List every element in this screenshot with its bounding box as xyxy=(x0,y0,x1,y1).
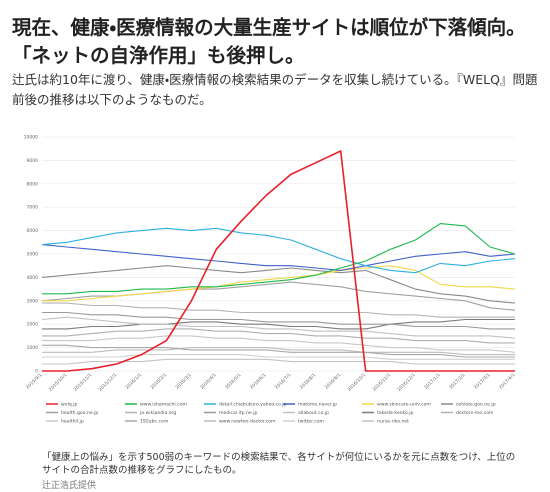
y-tick-label: 7000 xyxy=(27,205,39,211)
legend-label: nurse-riko.net xyxy=(377,419,409,425)
x-tick-label: 2016/1/1 xyxy=(124,372,143,391)
legend-label: allabout.co.jp xyxy=(298,410,329,416)
x-tick-label: 2016/3/1 xyxy=(174,372,193,391)
legend-label: www.newton-doctor.com xyxy=(219,419,276,425)
y-tick-label: 6000 xyxy=(27,228,39,234)
x-tick-label: 2016/7/1 xyxy=(274,372,293,391)
legend-label: www.skincare-univ.com xyxy=(377,402,431,408)
x-tick-label: 2016/12/1 xyxy=(396,372,417,393)
x-tick-label: 2016/2/1 xyxy=(149,372,168,391)
caption: 「健康上の悩み」を示す500弱のキーワードの検索結果で、各サイトが何位にいるかを… xyxy=(42,452,516,476)
x-tick-label: 2016/4/1 xyxy=(199,372,218,391)
series-line xyxy=(42,311,515,330)
paragraph: 辻氏は約10年に渡り、健康・医療情報の検索結果のデータを収集し続けている。『WE… xyxy=(12,72,538,107)
legend-label: healthil.jp xyxy=(61,419,84,425)
x-tick-label: 2017/2/1 xyxy=(448,372,467,391)
y-tick-label: 0 xyxy=(35,369,38,375)
y-tick-label: 10000 xyxy=(24,135,38,141)
series-line xyxy=(42,335,516,353)
legend-label: health.goo.ne.jp xyxy=(61,410,98,416)
x-tick-label: 2015/9/1 xyxy=(25,372,44,391)
x-tick-label: 2016/9/1 xyxy=(324,372,343,391)
legend-label: www.ishamachi.com xyxy=(140,402,188,408)
series-line xyxy=(42,318,515,330)
x-tick-label: 2017/1/1 xyxy=(423,372,442,391)
y-tick-label: 9000 xyxy=(27,158,39,164)
x-tick-label: 2015/12/1 xyxy=(98,372,119,393)
x-tick-label: 2017/4/1 xyxy=(498,372,517,391)
x-tick-label: 2017/3/1 xyxy=(473,372,492,391)
series-line xyxy=(42,354,515,360)
legend-label: 192abc.com xyxy=(140,419,169,425)
legend-label: welq.jp xyxy=(61,402,78,408)
legend-label: doctors-me.com xyxy=(456,410,494,416)
legend-label: oshiete.goo.ne.jp xyxy=(456,402,496,408)
y-tick-label: 2000 xyxy=(27,322,39,328)
series-line xyxy=(42,344,515,358)
series-line xyxy=(41,316,516,339)
y-tick-label: 1000 xyxy=(27,345,39,351)
series-line xyxy=(42,358,515,365)
series-line xyxy=(42,328,515,344)
legend-label: matome.naver.jp xyxy=(298,402,337,408)
series-line xyxy=(42,150,515,372)
y-tick-label: 4000 xyxy=(27,275,39,281)
legend-label: medical.itp.ne.jp xyxy=(219,410,257,416)
y-tick-label: 3000 xyxy=(27,298,39,304)
series-line xyxy=(42,302,515,318)
chart: 0 1000 2000 3000 4000 5000 6000 7000 8000 9000 100… xyxy=(24,135,517,425)
x-tick-label: 2015/10/1 xyxy=(48,372,69,393)
series-line xyxy=(42,347,515,356)
series-line xyxy=(41,265,516,304)
x-tick-label: 2016/11/1 xyxy=(371,372,392,393)
x-tick-label: 2016/5/1 xyxy=(224,372,243,391)
series-line xyxy=(41,244,516,271)
x-tick-label: 2016/8/1 xyxy=(299,372,318,391)
series-line xyxy=(41,227,516,274)
y-tick-label: 5000 xyxy=(27,252,39,258)
legend-label: twitter.com xyxy=(298,419,325,425)
legend-label: takeda-kenko.jp xyxy=(377,410,414,416)
series-line xyxy=(42,265,516,302)
headline: 現在、健康・医療情報の大量生産サイトは順位が下落傾向。「ネットの自浄作用」も後押… xyxy=(12,16,526,67)
legend-label: detail.chiebukuro.yahoo.co.jp xyxy=(219,402,287,408)
legend-label: ja.wikipedia.org xyxy=(139,410,176,416)
credit: 辻正浩氏提供 xyxy=(42,481,97,491)
x-tick-label: 2015/11/1 xyxy=(73,372,94,393)
x-tick-label: 2016/6/1 xyxy=(249,372,268,391)
x-tick-label: 2016/10/1 xyxy=(346,372,367,393)
series-line xyxy=(42,223,516,295)
y-tick-label: 8000 xyxy=(27,181,39,187)
